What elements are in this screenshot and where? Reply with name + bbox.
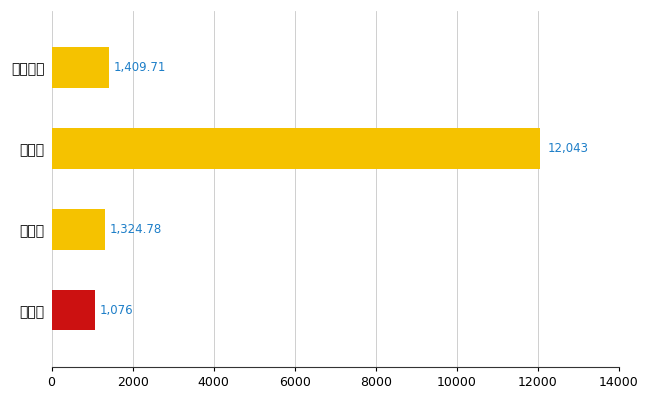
- Text: 1,076: 1,076: [100, 304, 134, 317]
- Bar: [51, 128, 540, 169]
- Bar: [51, 209, 105, 250]
- Text: 1,409.71: 1,409.71: [114, 61, 166, 74]
- Bar: [51, 48, 109, 88]
- Text: 12,043: 12,043: [548, 142, 589, 155]
- Text: 1,324.78: 1,324.78: [110, 223, 162, 236]
- Bar: [51, 290, 95, 330]
